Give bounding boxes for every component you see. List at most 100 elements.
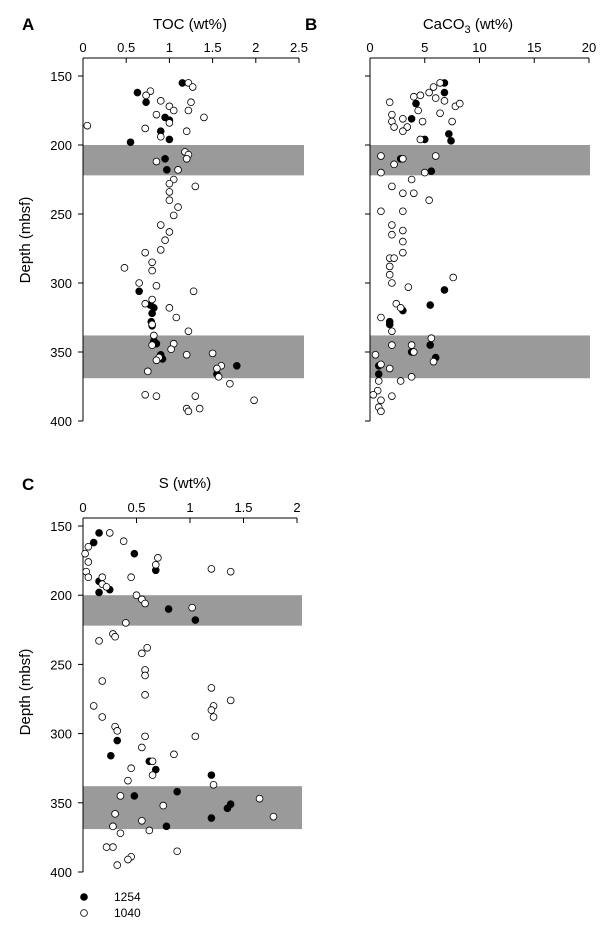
panel-c-point-1040 [124,776,132,785]
panel-b: B CaCO3 (wt%) 0 5 10 15 20 [305,15,596,422]
panel-a-point-1040 [152,392,161,400]
panel-c-point-1254 [130,792,139,800]
panel-a-x-tick-label: 1 [166,40,173,55]
panel-a-point-1254 [126,138,135,147]
panel-b-point-1040 [404,283,413,291]
panel-b-point-1254 [426,341,435,349]
panel-b-point-1040 [377,396,385,405]
panel-b-point-1040 [374,377,383,385]
panel-c-point-1040 [209,713,218,721]
panel-a-point-1040 [191,182,200,191]
panel-c-point-1040 [124,855,132,864]
panel-b-point-1040 [407,341,416,349]
panel-b-point-1040 [407,175,416,184]
panel-b-point-1040 [377,207,385,216]
panel-c-point-1040 [141,671,149,680]
panel-a-point-1040 [189,287,198,296]
panel-c-depth-band-2 [83,786,302,830]
panel-c-point-1254 [107,751,115,760]
panel-c-point-1040 [89,702,98,710]
panel-c-point-1040 [116,792,125,800]
panel-c-point-1254 [151,765,160,774]
panel-c-point-1040 [119,537,128,546]
panel-b-letter: B [305,15,317,34]
panel-c-point-1040 [141,691,149,699]
panel-a-y-tick-label: 350 [50,345,72,360]
panel-b-point-1040 [377,152,385,160]
panel-b-point-1254 [407,114,416,123]
panel-b-point-1254 [426,301,435,309]
panel-c-point-1040 [209,781,218,789]
panel-b-point-1254 [385,320,394,329]
panel-c-point-1040 [159,801,168,810]
panel-c-point-1254 [95,588,103,597]
panel-c-point-1040 [255,794,264,803]
panel-a-point-1040 [167,345,175,354]
panel-c-point-1040 [226,696,235,705]
panel-c-point-1254 [130,549,139,558]
panel-a-data-points [83,79,258,416]
panel-c-point-1254 [173,787,181,796]
panel-a-point-1040 [191,392,200,400]
legend-marker-1254 [80,893,88,901]
panel-b-point-1040 [390,123,398,131]
panel-c-x-tick-label: 0.5 [127,500,145,515]
panel-b-point-1040 [416,91,425,100]
panel-c-x-tick-label: 0 [79,500,86,515]
panel-c-point-1040 [145,826,154,835]
panel-a-point-1040 [148,320,156,329]
panel-c-point-1040 [102,843,111,851]
panel-c-point-1040 [84,558,93,566]
panel-a-point-1040 [184,327,193,336]
panel-c-y-tick-label: 150 [50,519,72,534]
panel-c-point-1040 [207,565,216,573]
panel-a-point-1040 [152,281,161,290]
panel-c-point-1040 [122,619,130,627]
panel-b-point-1254 [427,167,436,176]
panel-a-point-1040 [156,221,165,229]
panel-a-point-1040 [161,236,169,245]
panel-b-point-1040 [409,348,418,356]
panel-b-point-1040 [377,313,385,322]
panel-c-bands [83,595,302,830]
panel-b-point-1040 [369,390,378,399]
panel-a-point-1040 [165,196,174,205]
panel-b-point-1040 [399,248,407,257]
panel-c-point-1040 [102,583,111,591]
panel-a-point-1040 [152,157,161,166]
panel-b-point-1040 [431,152,440,160]
panel-b-point-1040 [388,279,396,287]
panel-a-point-1040 [148,295,156,304]
panel-b-point-1040 [388,182,396,191]
panel-c-point-1040 [148,757,157,766]
panel-a-point-1040 [195,404,204,413]
panel-a-x-tick-label: 0.5 [117,40,135,55]
panel-a-letter: A [22,15,34,34]
panel-c-point-1040 [111,810,119,818]
panel-a-point-1040 [213,364,221,373]
panel-a-y-tick-label: 300 [50,276,72,291]
panel-b-title-subscript: 3 [465,24,471,36]
legend-label-1040: 1040 [114,906,141,920]
panel-b-point-1040 [388,110,396,119]
panel-a-point-1040 [165,179,174,188]
panel-b-point-1254 [445,130,453,138]
panel-b-point-1040 [448,117,456,126]
panel-c-point-1040 [170,750,178,759]
panel-c-point-1040 [207,684,216,692]
panel-b-point-1040 [399,189,407,198]
panel-b-point-1040 [388,327,396,336]
panel-b-point-1040 [388,230,396,239]
panel-b-title-units: (wt%) [471,16,514,33]
panel-c-point-1040 [95,637,103,645]
panel-c-point-1254 [162,822,171,831]
panel-c-point-1254 [95,529,103,537]
panel-a-point-1040 [172,313,181,322]
panel-a-point-1254 [161,155,169,163]
panel-b-point-1040 [388,221,396,229]
panel-c-x-tick-label: 1 [186,500,193,515]
panel-a-x-tick-label: 1.5 [204,40,222,55]
panel-b-point-1040 [377,168,385,177]
panel-a-point-1040 [174,203,182,211]
panel-c-point-1040 [173,847,181,856]
